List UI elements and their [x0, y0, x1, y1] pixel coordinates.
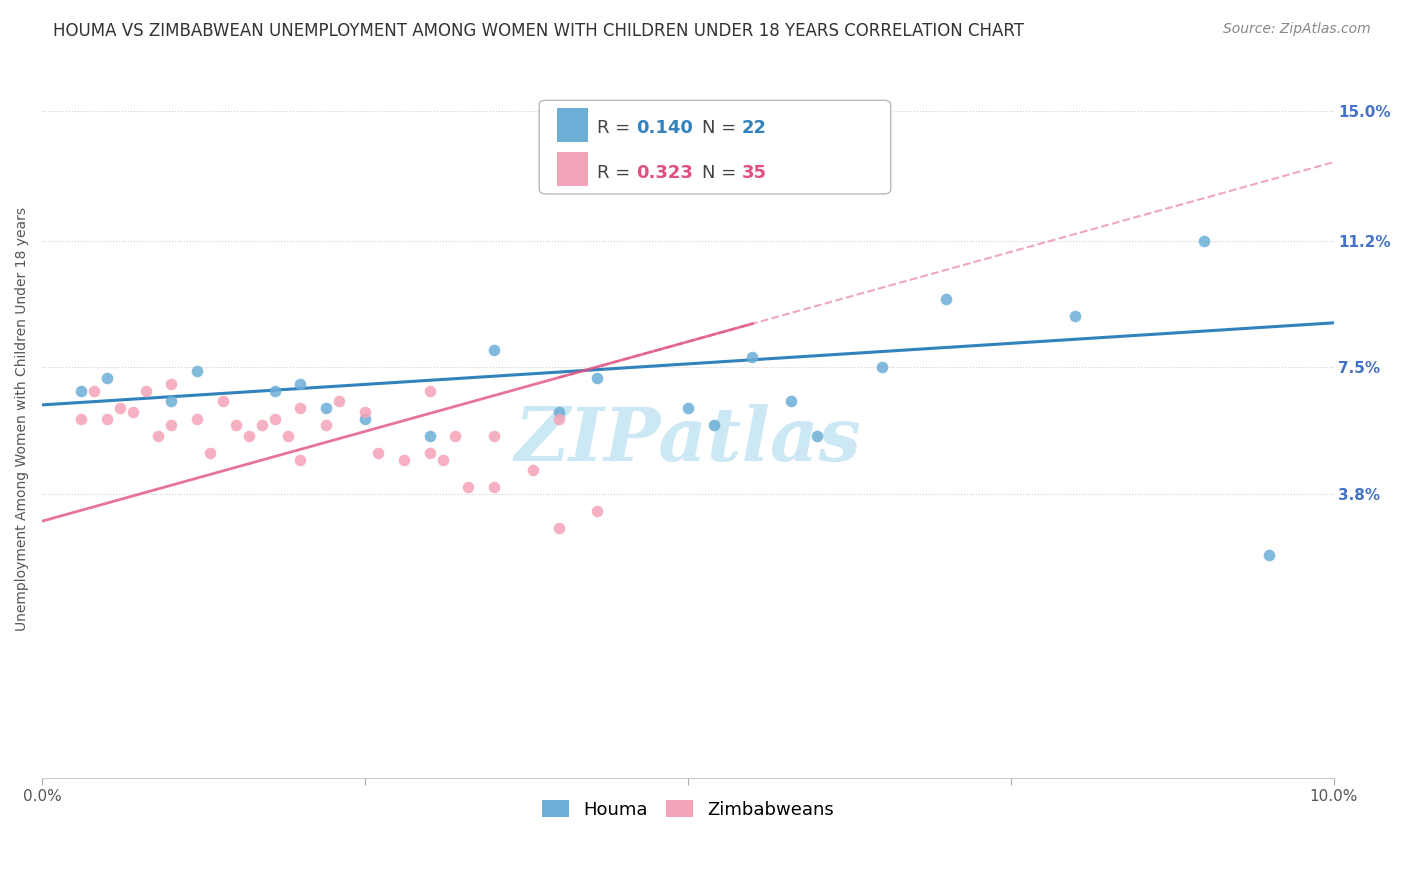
- Text: ZIPatlas: ZIPatlas: [515, 404, 862, 476]
- Point: [586, 370, 609, 384]
- Point: [432, 452, 454, 467]
- Point: [870, 360, 893, 375]
- Point: [354, 411, 377, 425]
- Point: [444, 428, 467, 442]
- Point: [83, 384, 105, 399]
- Text: 0.140: 0.140: [637, 120, 693, 137]
- Point: [198, 446, 221, 460]
- Point: [457, 480, 479, 494]
- Point: [70, 384, 93, 399]
- Point: [367, 446, 389, 460]
- Point: [482, 480, 505, 494]
- Point: [121, 405, 143, 419]
- Point: [586, 504, 609, 518]
- Point: [263, 411, 285, 425]
- Legend: Houma, Zimbabweans: Houma, Zimbabweans: [534, 793, 841, 826]
- Point: [1258, 549, 1281, 563]
- Point: [482, 428, 505, 442]
- Point: [212, 394, 235, 409]
- Point: [547, 405, 569, 419]
- Text: HOUMA VS ZIMBABWEAN UNEMPLOYMENT AMONG WOMEN WITH CHILDREN UNDER 18 YEARS CORREL: HOUMA VS ZIMBABWEAN UNEMPLOYMENT AMONG W…: [53, 22, 1025, 40]
- Point: [419, 446, 441, 460]
- Point: [160, 394, 183, 409]
- Point: [315, 401, 337, 416]
- Point: [547, 521, 569, 535]
- Point: [1064, 309, 1087, 323]
- Point: [160, 377, 183, 392]
- Point: [186, 411, 208, 425]
- Point: [290, 452, 312, 467]
- Point: [676, 401, 699, 416]
- Point: [328, 394, 350, 409]
- Point: [703, 418, 725, 433]
- Text: N =: N =: [703, 163, 742, 181]
- Point: [134, 384, 156, 399]
- Text: 22: 22: [742, 120, 766, 137]
- Point: [315, 418, 337, 433]
- Point: [419, 384, 441, 399]
- Point: [160, 418, 183, 433]
- Point: [290, 401, 312, 416]
- Point: [935, 292, 957, 306]
- Point: [263, 384, 285, 399]
- Text: 0.323: 0.323: [637, 163, 693, 181]
- Point: [780, 394, 803, 409]
- Point: [96, 411, 118, 425]
- Point: [419, 428, 441, 442]
- Point: [522, 463, 544, 477]
- Text: 35: 35: [742, 163, 766, 181]
- Point: [70, 411, 93, 425]
- Point: [1194, 234, 1216, 248]
- Point: [482, 343, 505, 358]
- Point: [741, 350, 763, 364]
- Point: [186, 364, 208, 378]
- Point: [225, 418, 247, 433]
- Point: [277, 428, 299, 442]
- Text: N =: N =: [703, 120, 742, 137]
- Text: Source: ZipAtlas.com: Source: ZipAtlas.com: [1223, 22, 1371, 37]
- Point: [238, 428, 260, 442]
- Point: [354, 405, 377, 419]
- Y-axis label: Unemployment Among Women with Children Under 18 years: Unemployment Among Women with Children U…: [15, 207, 30, 631]
- Point: [547, 411, 569, 425]
- Point: [108, 401, 131, 416]
- Point: [148, 428, 170, 442]
- Point: [96, 370, 118, 384]
- Point: [392, 452, 415, 467]
- Text: R =: R =: [596, 120, 636, 137]
- Text: R =: R =: [596, 163, 636, 181]
- Point: [806, 428, 828, 442]
- Point: [290, 377, 312, 392]
- Point: [250, 418, 273, 433]
